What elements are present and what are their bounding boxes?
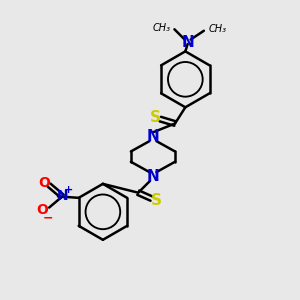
Text: N: N bbox=[181, 35, 194, 50]
Text: S: S bbox=[149, 110, 161, 125]
Text: S: S bbox=[151, 193, 162, 208]
Text: −: − bbox=[42, 212, 53, 224]
Text: N: N bbox=[147, 169, 159, 184]
Text: N: N bbox=[57, 189, 68, 203]
Text: O: O bbox=[38, 176, 50, 190]
Text: N: N bbox=[147, 129, 159, 144]
Text: CH₃: CH₃ bbox=[153, 23, 171, 33]
Text: O: O bbox=[37, 203, 49, 217]
Text: CH₃: CH₃ bbox=[208, 24, 226, 34]
Text: +: + bbox=[64, 185, 74, 195]
